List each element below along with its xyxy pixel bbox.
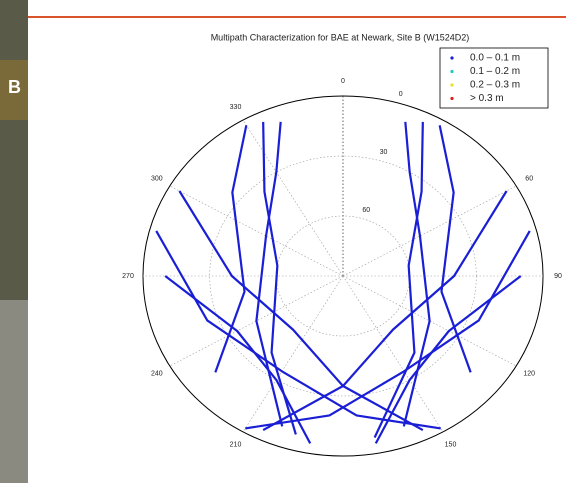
azimuth-label: 210 [230,442,242,449]
photo-letter: B [8,77,21,97]
satellite-track [263,191,506,430]
satellite-track [404,122,430,426]
legend-label: 0.0 – 0.1 m [470,53,520,64]
azimuth-label: 270 [122,273,134,280]
legend-label: 0.1 – 0.2 m [470,66,520,77]
azimuth-label: 150 [445,442,457,449]
legend-marker [450,56,453,59]
elevation-label: 30 [380,149,388,156]
azimuth-label: 240 [151,370,163,377]
grid-spoke [243,120,343,276]
grid-spoke [170,186,343,276]
elevation-label: 0 [399,91,403,98]
page: B Multipath Characterization for BAE at … [0,0,566,483]
legend-label: 0.2 – 0.3 m [470,80,520,91]
satellite-track [375,122,423,438]
legend-marker [450,83,453,86]
legend-marker [450,97,453,100]
azimuth-label: 120 [523,370,535,377]
azimuth-label: 90 [554,273,562,280]
grid-spoke [343,186,516,276]
azimuth-label: 300 [151,175,163,182]
azimuth-label: 0 [341,78,345,85]
elevation-label: 60 [362,207,370,214]
satellite-track [156,231,441,428]
azimuth-label: 330 [230,104,242,111]
chart-title: Multipath Characterization for BAE at Ne… [211,32,470,42]
photo-detail [0,300,28,483]
legend-marker [450,70,453,73]
satellite-track [376,276,521,443]
satellite-track [165,276,310,443]
satellite-track [179,191,422,430]
satellite-track [245,231,530,428]
azimuth-label: 60 [525,175,533,182]
legend-label: > 0.3 m [470,93,504,104]
